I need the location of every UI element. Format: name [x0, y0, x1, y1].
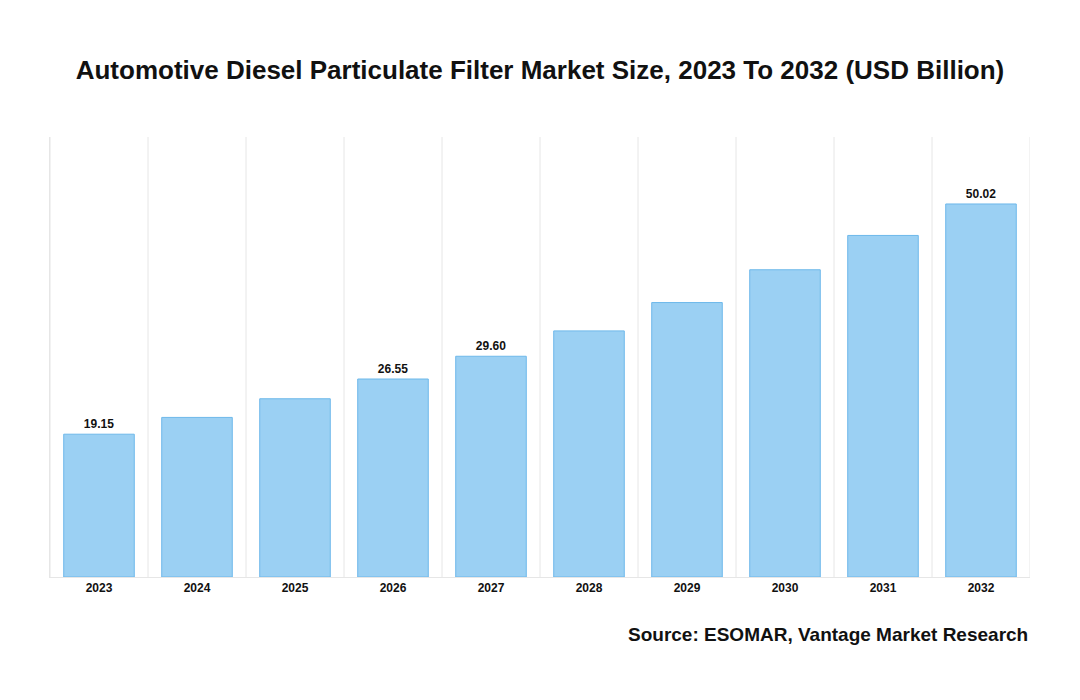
svg-text:2025: 2025 — [282, 581, 309, 595]
svg-text:26.55: 26.55 — [378, 362, 408, 376]
svg-text:50.02: 50.02 — [966, 187, 996, 201]
svg-text:2031: 2031 — [870, 581, 897, 595]
svg-text:2032: 2032 — [968, 581, 995, 595]
svg-text:Automotive Diesel Particulate: Automotive Diesel Particulate Filter Mar… — [76, 55, 1005, 85]
svg-text:2030: 2030 — [772, 581, 799, 595]
svg-text:2024: 2024 — [184, 581, 211, 595]
svg-text:2028: 2028 — [576, 581, 603, 595]
svg-text:2027: 2027 — [478, 581, 505, 595]
svg-text:2029: 2029 — [674, 581, 701, 595]
svg-text:19.15: 19.15 — [84, 417, 114, 431]
svg-text:Source: ESOMAR, Vantage Market: Source: ESOMAR, Vantage Market Research — [628, 624, 1028, 645]
svg-text:29.60: 29.60 — [476, 339, 506, 353]
svg-text:2023: 2023 — [86, 581, 113, 595]
svg-text:2026: 2026 — [380, 581, 407, 595]
